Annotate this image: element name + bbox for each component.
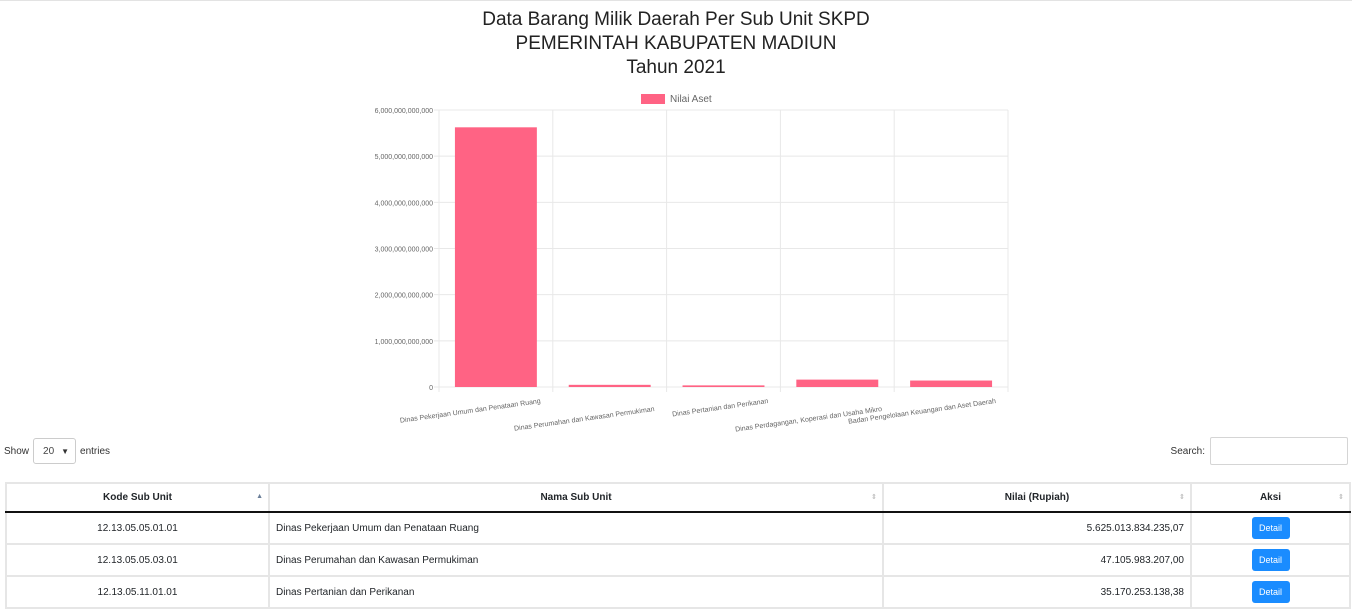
chart-title: Data Barang Milik Daerah Per Sub Unit SK… (0, 8, 1352, 80)
cell-aksi: Detail (1190, 543, 1351, 577)
cell-kode: 12.13.05.05.03.01 (5, 543, 270, 577)
column-header-nama[interactable]: Nama Sub Unit ⇕ (268, 482, 884, 513)
cell-nilai: 47.105.983.207,00 (882, 543, 1192, 577)
cell-kode: 12.13.05.11.01.01 (5, 575, 270, 609)
entries-length-control: Show 20 ▼ entries (4, 437, 110, 465)
title-line-1: Data Barang Milik Daerah Per Sub Unit SK… (482, 9, 870, 30)
chevron-down-icon: ▼ (61, 446, 70, 456)
y-tick-label: 3,000,000,000,000 (375, 247, 433, 254)
sort-icon: ⇕ (1338, 494, 1344, 501)
cell-nilai: 35.170.253.138,38 (882, 575, 1192, 609)
search-label: Search: (1170, 445, 1205, 457)
cell-kode: 12.13.05.05.01.01 (5, 511, 270, 545)
show-label: Show (4, 445, 30, 457)
data-table: Kode Sub Unit ▲ Nama Sub Unit ⇕ Nilai (Rup… (5, 482, 1351, 609)
column-header-nilai[interactable]: Nilai (Rupiah) ⇕ (882, 482, 1192, 513)
column-header-kode[interactable]: Kode Sub Unit ▲ (5, 482, 270, 513)
cell-aksi: Detail (1190, 511, 1351, 545)
sort-icon: ⇕ (871, 494, 877, 501)
search-input[interactable] (1210, 437, 1348, 465)
table-row: 12.13.05.11.01.01 Dinas Pertanian dan Pe… (5, 575, 1351, 609)
title-line-2: PEMERINTAH KABUPATEN MADIUN (515, 33, 837, 54)
bar (454, 127, 537, 387)
entries-label: entries (80, 445, 111, 457)
bar (682, 385, 765, 387)
data-table-wrapper: Kode Sub Unit ▲ Nama Sub Unit ⇕ Nilai (Rup… (5, 482, 1351, 609)
entries-select-value: 20 (43, 445, 55, 457)
search-control: Search: (1171, 437, 1348, 465)
y-tick-label: 4,000,000,000,000 (375, 200, 433, 207)
x-tick-label: Dinas Pekerjaan Umum dan Penataan Ruang (400, 398, 542, 425)
column-header-aksi[interactable]: Aksi ⇕ (1190, 482, 1351, 513)
detail-button[interactable]: Detail (1251, 549, 1290, 571)
table-controls: Show 20 ▼ entries Search: (0, 437, 1352, 467)
y-tick-label: 5,000,000,000,000 (375, 154, 433, 161)
y-tick-label: 0 (429, 385, 433, 392)
title-line-3: Tahun 2021 (626, 57, 726, 78)
top-border (0, 0, 1352, 1)
entries-select[interactable]: 20 ▼ (33, 438, 77, 464)
legend-swatch (641, 94, 665, 104)
y-tick-label: 2,000,000,000,000 (375, 293, 433, 300)
detail-button[interactable]: Detail (1251, 581, 1290, 603)
table-row: 12.13.05.05.01.01 Dinas Pekerjaan Umum d… (5, 511, 1351, 545)
table-header-row: Kode Sub Unit ▲ Nama Sub Unit ⇕ Nilai (Rup… (5, 482, 1351, 513)
x-tick-label: Dinas Pertanian dan Perikanan (672, 398, 769, 418)
sort-asc-icon: ▲ (256, 493, 263, 500)
cell-nilai: 5.625.013.834.235,07 (882, 511, 1192, 545)
sort-icon: ⇕ (1179, 494, 1185, 501)
cell-nama: Dinas Perumahan dan Kawasan Permukiman (268, 543, 884, 577)
legend-label: Nilai Aset (670, 94, 712, 105)
table-row: 12.13.05.05.03.01 Dinas Perumahan dan Ka… (5, 543, 1351, 577)
x-tick-label: Dinas Perumahan dan Kawasan Permukiman (514, 406, 655, 433)
cell-nama: Dinas Pertanian dan Perikanan (268, 575, 884, 609)
detail-button[interactable]: Detail (1251, 517, 1290, 539)
y-tick-label: 6,000,000,000,000 (375, 108, 433, 115)
bar (568, 384, 651, 387)
bar-chart: 0 1,000,000,000,000 2,000,000,000,000 3,000… (375, 94, 1009, 433)
cell-nama: Dinas Pekerjaan Umum dan Penataan Ruang (268, 511, 884, 545)
bar (910, 380, 993, 387)
bar (796, 379, 879, 387)
cell-aksi: Detail (1190, 575, 1351, 609)
y-tick-label: 1,000,000,000,000 (375, 339, 433, 346)
